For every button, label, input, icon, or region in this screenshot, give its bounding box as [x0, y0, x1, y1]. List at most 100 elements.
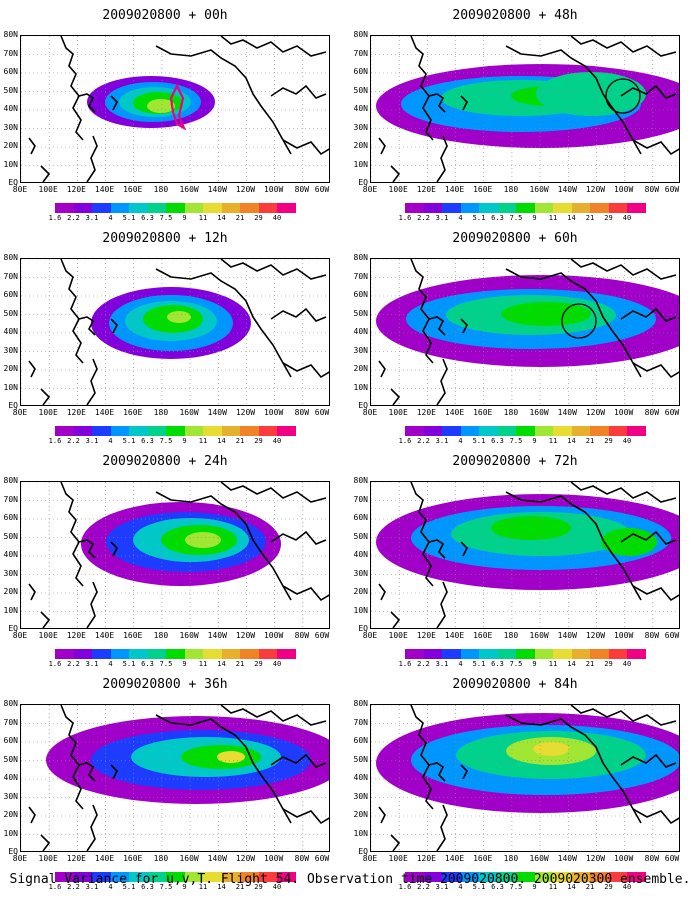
colorbar-swatch: [553, 426, 572, 436]
coastline: [428, 316, 446, 336]
map-panel: 2009020800 + 72h 80N 70N 60N 50N 40N 30N 20N 10N…: [350, 454, 680, 669]
lat-tick-label: 10N: [353, 382, 368, 392]
variance-contour: [601, 528, 657, 556]
colorbar-label: 3.1: [85, 660, 99, 668]
coastline: [620, 307, 677, 322]
lon-tick-label: 160W: [529, 185, 549, 194]
coastline: [570, 482, 677, 503]
coastline: [220, 36, 327, 57]
lat-tick-label: EQ: [8, 624, 18, 633]
coastline: [505, 491, 642, 601]
coastline: [378, 583, 386, 601]
colorbar-label: 4: [458, 214, 463, 222]
colorbar-label: 3.1: [435, 660, 449, 668]
colorbar-label: 9: [532, 214, 537, 222]
lat-tick-label: 40N: [353, 773, 368, 782]
colorbar-swatch: [240, 426, 259, 436]
colorbar-swatch: [221, 426, 240, 436]
colorbar-swatch: [608, 649, 627, 659]
map-plot: [20, 35, 330, 183]
colorbar-swatch: [608, 426, 627, 436]
lat-tick-label: 30N: [353, 122, 368, 132]
lat-tick-label: EQ: [358, 401, 368, 410]
coastline: [570, 259, 677, 280]
colorbar-label: 40: [272, 883, 282, 891]
coastline: [220, 482, 327, 503]
colorbar-label: 21: [235, 214, 245, 222]
colorbar-label: 7.5: [159, 214, 173, 222]
lat-tick-label: 10N: [353, 828, 368, 838]
colorbar-label: 14: [217, 437, 226, 445]
colorbar-label: 21: [235, 437, 245, 445]
map-plot: [20, 704, 330, 852]
lat-tick-label: 80N: [353, 30, 368, 39]
lon-tick-label: 100W: [613, 854, 634, 863]
colorbar-swatch: [277, 872, 296, 882]
colorbar-swatch: [184, 426, 203, 436]
lat-tick-label: 30N: [3, 791, 18, 801]
colorbar-swatch: [258, 203, 277, 213]
lon-tick-label: 180: [153, 408, 169, 417]
lat-tick-label: EQ: [358, 178, 368, 187]
colorbar-swatch: [147, 649, 166, 659]
lon-tick-label: 80E: [362, 631, 378, 640]
colorbar-swatch: [534, 872, 553, 882]
coastline: [78, 316, 96, 336]
colorbar-swatch: [203, 872, 222, 882]
colorbar-swatch: [497, 872, 516, 882]
lon-tick-label: 140E: [444, 854, 465, 863]
lon-tick-label: 100E: [388, 408, 408, 417]
lat-tick-label: 50N: [3, 85, 18, 95]
coastline: [436, 358, 448, 405]
colorbar-swatch: [571, 649, 590, 659]
lat-tick-label: 80N: [3, 699, 18, 708]
lon-tick-label: 80E: [362, 408, 378, 417]
colorbar-swatch: [423, 203, 442, 213]
lon-tick-label: 140W: [557, 185, 577, 194]
coastline: [86, 135, 98, 182]
colorbar-swatch: [129, 872, 148, 882]
colorbar-label: 29: [604, 660, 613, 668]
variance-contour: [147, 99, 175, 113]
lon-tick-label: 160W: [529, 408, 549, 417]
lon-tick-label: 180: [503, 631, 519, 640]
lon-tick-label: 100E: [38, 854, 58, 863]
colorbar-swatch: [203, 426, 222, 436]
coastline: [40, 611, 51, 628]
colorbar-swatch: [147, 203, 166, 213]
coastline: [270, 307, 327, 322]
map-panel: 2009020800 + 48h 80N 70N 60N 50N 40N 30N 20N 10N…: [350, 8, 680, 223]
lon-tick-label: 160E: [123, 408, 143, 417]
colorbar-label: 7.5: [509, 437, 523, 445]
colorbar-label: 40: [622, 883, 632, 891]
lon-tick-label: 180: [503, 408, 519, 417]
colorbar-swatch: [590, 203, 609, 213]
colorbar-swatch: [55, 872, 74, 882]
map-panel: 2009020800 + 00h 80N 70N 60N 50N 40N 30N 20N 10N…: [0, 8, 330, 223]
colorbar-label: 1.6: [48, 214, 62, 222]
lon-tick-label: 80W: [294, 185, 310, 194]
lat-tick-label: 30N: [353, 345, 368, 355]
colorbar-swatch: [258, 426, 277, 436]
coastline: [632, 139, 679, 156]
colorbar-swatch: [92, 872, 111, 882]
lon-tick-label: 80W: [644, 408, 660, 417]
colorbar-swatch: [73, 649, 92, 659]
lon-tick-label: 140E: [94, 185, 115, 194]
lat-tick-label: 30N: [353, 568, 368, 578]
colorbar-label: 40: [272, 214, 282, 222]
colorbar-swatch: [442, 203, 461, 213]
lon-tick-label: 80E: [362, 854, 378, 863]
colorbar-swatch: [460, 872, 479, 882]
lon-tick-label: 80W: [294, 854, 310, 863]
colorbar-swatch: [460, 203, 479, 213]
colorbar-label: 5.1: [122, 437, 136, 445]
coastline: [632, 808, 679, 825]
lon-tick-label: 140E: [94, 631, 115, 640]
lon-tick-label: 120E: [66, 185, 86, 194]
coastline: [390, 165, 401, 182]
lon-tick-label: 100W: [263, 854, 284, 863]
lon-tick-label: 120E: [66, 854, 86, 863]
variance-contour: [536, 72, 646, 116]
colorbar-swatch: [590, 426, 609, 436]
